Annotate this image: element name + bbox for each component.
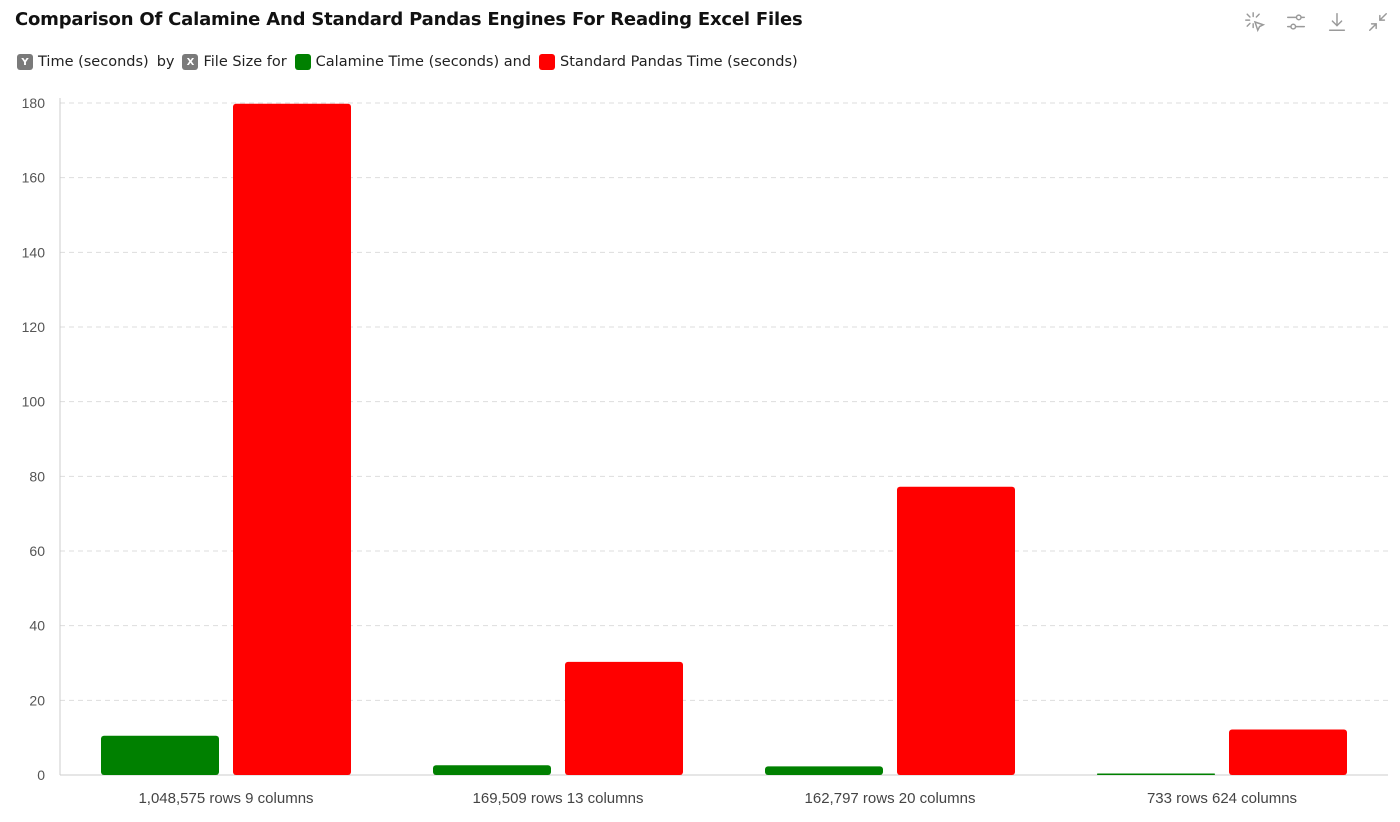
x-tick-label: 169,509 rows 13 columns	[473, 790, 644, 807]
legend-swatch-calamine[interactable]	[294, 54, 311, 70]
chart-toolbar	[1243, 10, 1390, 34]
y-axis-badge: Y	[17, 54, 33, 70]
y-tick-label: 60	[29, 543, 45, 559]
download-icon[interactable]	[1325, 10, 1349, 34]
chart-legend: Y Time (seconds) by X File Size for Cala…	[17, 54, 806, 70]
legend-by: by	[156, 54, 175, 70]
chart-title: Comparison Of Calamine And Standard Pand…	[15, 9, 803, 30]
y-tick-label: 180	[22, 95, 46, 111]
y-tick-label: 120	[22, 319, 46, 335]
x-tick-label: 733 rows 624 columns	[1147, 790, 1297, 807]
legend-series-standard[interactable]: Standard Pandas Time (seconds)	[560, 54, 798, 70]
bar-calamine	[433, 765, 551, 775]
legend-y-label: Time (seconds)	[38, 54, 149, 70]
y-tick-label: 40	[29, 618, 45, 634]
y-tick-label: 140	[22, 244, 46, 260]
legend-swatch-standard[interactable]	[539, 54, 556, 70]
bar-calamine	[765, 766, 883, 775]
select-icon[interactable]	[1243, 10, 1267, 34]
collapse-icon[interactable]	[1366, 10, 1390, 34]
legend-series-calamine[interactable]: Calamine Time (seconds) and	[315, 54, 532, 70]
bar-calamine	[101, 735, 219, 775]
bar-standard	[897, 486, 1015, 775]
y-tick-label: 160	[22, 170, 46, 186]
y-tick-label: 100	[22, 394, 46, 410]
bar-standard	[565, 661, 683, 775]
x-tick-label: 1,048,575 rows 9 columns	[138, 790, 313, 807]
y-tick-label: 80	[29, 468, 45, 484]
bar-standard	[233, 103, 351, 776]
bar-standard	[1229, 729, 1347, 775]
filter-settings-icon[interactable]	[1284, 10, 1308, 34]
legend-x-label: File Size for	[203, 54, 287, 70]
x-tick-label: 162,797 rows 20 columns	[805, 790, 976, 807]
y-tick-label: 0	[37, 767, 45, 783]
x-axis-badge: X	[182, 54, 199, 70]
y-tick-label: 20	[29, 692, 45, 708]
bar-calamine	[1097, 773, 1215, 775]
